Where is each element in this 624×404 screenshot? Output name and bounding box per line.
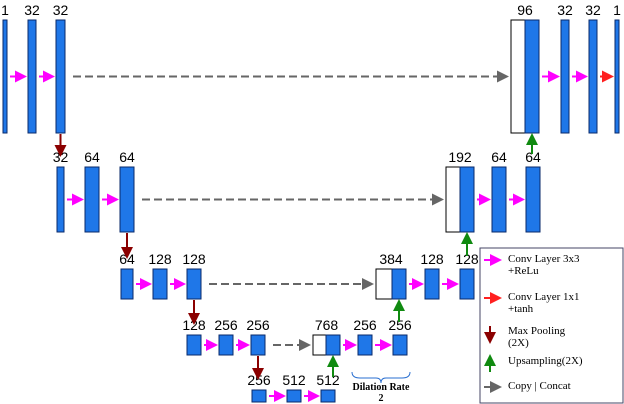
feature-block bbox=[55, 19, 66, 134]
channel-label: 384 bbox=[379, 251, 403, 267]
feature-block bbox=[250, 334, 266, 356]
channel-label: 768 bbox=[315, 317, 339, 333]
annotation-text: 2 bbox=[379, 393, 384, 404]
feature-block bbox=[186, 334, 202, 356]
feature-block bbox=[391, 268, 407, 300]
legend-label: Conv Layer 1x1 bbox=[508, 291, 579, 303]
feature-block bbox=[614, 19, 620, 134]
legend-label: Conv Layer 3x3 bbox=[508, 253, 580, 265]
legend-label: +tanh bbox=[508, 303, 534, 315]
feature-block bbox=[27, 19, 37, 134]
feature-block bbox=[119, 166, 135, 233]
feature-block bbox=[560, 19, 570, 134]
feature-block bbox=[320, 389, 336, 403]
legend-box bbox=[479, 247, 624, 404]
channel-label: 128 bbox=[182, 251, 206, 267]
channel-label: 192 bbox=[448, 149, 472, 165]
channel-label: 512 bbox=[282, 372, 306, 388]
feature-block bbox=[56, 166, 65, 233]
legend-label: Max Pooling bbox=[508, 325, 566, 337]
channel-label: 256 bbox=[353, 317, 377, 333]
concat-block bbox=[375, 268, 393, 300]
channel-label: 1 bbox=[613, 2, 621, 18]
feature-block bbox=[286, 389, 302, 403]
channel-label: 32 bbox=[24, 2, 40, 18]
channel-label: 96 bbox=[517, 2, 533, 18]
channel-label: 256 bbox=[247, 372, 271, 388]
legend-label: +ReLu bbox=[508, 265, 539, 277]
brace bbox=[351, 371, 411, 384]
feature-block bbox=[424, 268, 440, 300]
feature-block bbox=[357, 334, 373, 356]
annotation-text: Dilation Rate bbox=[353, 382, 411, 393]
channel-label: 32 bbox=[557, 2, 573, 18]
feature-block bbox=[525, 166, 541, 233]
channel-label: 64 bbox=[119, 149, 135, 165]
channel-label: 32 bbox=[53, 2, 69, 18]
feature-block bbox=[325, 334, 341, 356]
feature-block bbox=[524, 19, 540, 134]
channel-label: 128 bbox=[420, 251, 444, 267]
channel-label: 128 bbox=[148, 251, 172, 267]
channel-label: 64 bbox=[491, 149, 507, 165]
feature-block bbox=[459, 268, 475, 300]
channel-label: 256 bbox=[388, 317, 412, 333]
channel-label: 32 bbox=[585, 2, 601, 18]
feature-block bbox=[2, 19, 8, 134]
channel-label: 1 bbox=[1, 2, 9, 18]
feature-block bbox=[459, 166, 475, 233]
feature-block bbox=[491, 166, 507, 233]
legend-label: Copy | Concat bbox=[508, 380, 571, 392]
channel-label: 512 bbox=[316, 372, 340, 388]
feature-block bbox=[152, 268, 168, 300]
legend-label: Upsampling(2X) bbox=[508, 355, 583, 367]
channel-label: 256 bbox=[214, 317, 238, 333]
channel-label: 64 bbox=[525, 149, 541, 165]
feature-block bbox=[186, 268, 202, 300]
legend-label: (2X) bbox=[508, 337, 529, 349]
channel-label: 128 bbox=[455, 251, 479, 267]
feature-block bbox=[392, 334, 408, 356]
concat-block bbox=[312, 334, 327, 356]
feature-block bbox=[251, 389, 267, 403]
feature-block bbox=[588, 19, 598, 134]
concat-block bbox=[510, 19, 526, 134]
feature-block bbox=[218, 334, 234, 356]
feature-block bbox=[84, 166, 100, 233]
concat-block bbox=[445, 166, 461, 233]
channel-label: 256 bbox=[246, 317, 270, 333]
channel-label: 64 bbox=[84, 149, 100, 165]
feature-block bbox=[120, 268, 134, 300]
